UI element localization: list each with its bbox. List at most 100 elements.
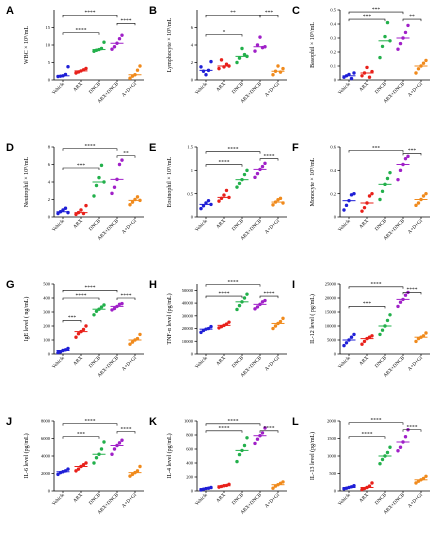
data-point — [273, 324, 278, 328]
data-point — [130, 472, 135, 477]
y-tick-label: 0.4 — [330, 22, 336, 27]
data-point — [237, 181, 242, 186]
data-point — [424, 474, 428, 478]
data-point — [370, 69, 374, 74]
x-tick-label: A+D+GI — [408, 219, 425, 236]
data-point — [240, 46, 244, 51]
data-point — [416, 479, 421, 483]
data-point — [66, 65, 70, 69]
data-point — [398, 300, 403, 304]
data-point — [271, 486, 275, 490]
y-tick-label: 0 — [48, 489, 51, 494]
significance-bracket — [62, 320, 82, 323]
data-point — [403, 30, 408, 35]
data-point — [352, 332, 356, 337]
data-point — [130, 340, 135, 344]
data-point — [403, 435, 408, 439]
data-point — [227, 320, 231, 324]
data-point — [253, 175, 257, 180]
x-tick-label: A+D+GI — [265, 82, 282, 99]
y-tick-label: 0.1 — [330, 64, 336, 69]
panel-c: C 0 0.1 0.2 0.3 0.4 0.5 Basophil × 10⁹/mL Vehicl… — [292, 5, 430, 105]
data-point — [237, 56, 242, 60]
data-point — [403, 293, 408, 297]
data-point — [380, 189, 385, 194]
x-tick-label: A+D+GI — [408, 356, 425, 373]
y-tick-label: 6 — [48, 162, 51, 167]
x-tick-label: ABX — [73, 219, 84, 230]
x-tick-label: ABX — [359, 493, 370, 504]
data-point — [56, 211, 60, 216]
x-tick-label: ABX — [216, 82, 227, 93]
x-tick-label: DNCB — [232, 218, 246, 232]
significance-bracket — [62, 148, 118, 151]
x-tick-label: A+D+GI — [122, 356, 139, 373]
y-tick-label: 10000 — [182, 339, 194, 344]
significance-label: **** — [85, 418, 96, 424]
data-point — [416, 336, 421, 341]
y-axis-title: IL-13 level (pg/mL) — [309, 432, 316, 480]
significance-bracket — [402, 292, 422, 295]
data-point — [424, 191, 428, 196]
x-tick-label: DNCB — [89, 81, 103, 95]
panel-label: K — [149, 416, 157, 428]
y-tick-label: 5000 — [327, 338, 337, 343]
data-point — [362, 205, 367, 210]
data-point — [130, 74, 135, 78]
data-point — [217, 326, 221, 330]
y-tick-label: 600 — [186, 447, 194, 452]
significance-label: *** — [363, 301, 372, 307]
data-point — [276, 64, 280, 68]
data-point — [378, 55, 382, 60]
y-axis-title: Lymphocyte × 10⁹/mL — [167, 17, 173, 72]
data-point — [199, 206, 203, 211]
y-axis-title: IL-4 level (pg/mL) — [166, 433, 173, 478]
x-tick-label: Vehicle — [338, 81, 353, 96]
data-point — [416, 67, 421, 71]
y-tick-label: 15 — [46, 25, 51, 30]
y-tick-label: 0 — [191, 215, 194, 220]
significance-label: **** — [219, 426, 230, 432]
x-tick-label: Vehicle — [52, 355, 67, 370]
data-point — [360, 74, 364, 78]
data-point — [342, 75, 346, 79]
x-tick-label: A+D+GI — [265, 219, 282, 236]
data-point — [138, 464, 142, 469]
y-axis-title: TNF-α level (pg/mL) — [166, 293, 173, 344]
data-point — [378, 462, 382, 466]
significance-bracket — [348, 18, 386, 22]
y-tick-label: 200 — [186, 475, 194, 480]
data-point — [255, 305, 260, 309]
y-tick-label: 2000 — [327, 419, 337, 424]
panel-label: L — [292, 416, 299, 428]
panel-e: E 0 0.5 1 1.5 Eosinophil × 10⁹/mL Vehicle ABX DN… — [149, 142, 287, 242]
y-tick-label: 500 — [329, 471, 337, 476]
data-point — [92, 461, 96, 465]
significance-label: ** — [230, 10, 236, 16]
significance-bracket — [62, 297, 100, 300]
significance-bracket — [259, 430, 279, 433]
panel-label: F — [292, 142, 299, 154]
data-point — [263, 161, 267, 166]
data-point — [204, 73, 208, 77]
y-tick-label: 20000 — [182, 326, 194, 331]
panel-label: A — [6, 5, 14, 17]
panel-label: D — [6, 142, 14, 154]
significance-label: **** — [85, 10, 96, 16]
data-point — [199, 330, 203, 335]
significance-label: ** — [409, 14, 415, 20]
data-point — [352, 71, 356, 75]
data-point — [135, 195, 140, 199]
significance-bracket — [62, 423, 118, 426]
y-tick-label: 4000 — [41, 454, 51, 459]
data-point — [242, 172, 247, 177]
data-point — [385, 318, 390, 323]
y-axis-title: IgE level ( ng/mL) — [23, 297, 30, 342]
data-point — [380, 328, 385, 332]
data-point — [383, 34, 387, 39]
data-point — [242, 52, 247, 57]
significance-bracket — [62, 14, 118, 18]
data-point — [342, 208, 346, 212]
significance-label: **** — [228, 146, 239, 152]
